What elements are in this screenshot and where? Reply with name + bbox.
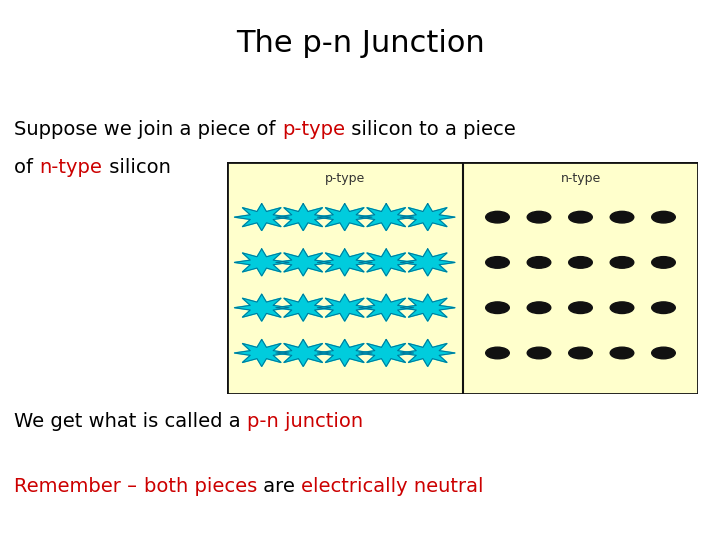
Text: p-n junction: p-n junction xyxy=(247,411,364,431)
Circle shape xyxy=(611,256,634,268)
Text: silicon to a piece: silicon to a piece xyxy=(345,120,516,139)
Circle shape xyxy=(569,256,593,268)
Polygon shape xyxy=(318,249,372,276)
Polygon shape xyxy=(234,204,289,231)
Text: both pieces: both pieces xyxy=(144,476,257,496)
Polygon shape xyxy=(359,204,413,231)
Polygon shape xyxy=(400,204,455,231)
Circle shape xyxy=(527,302,551,314)
Polygon shape xyxy=(318,204,372,231)
Text: n-type: n-type xyxy=(560,172,600,185)
Circle shape xyxy=(486,302,509,314)
Circle shape xyxy=(486,211,509,223)
Circle shape xyxy=(527,211,551,223)
Polygon shape xyxy=(318,340,372,367)
Polygon shape xyxy=(234,294,289,321)
Polygon shape xyxy=(234,340,289,367)
Polygon shape xyxy=(359,249,413,276)
Circle shape xyxy=(611,347,634,359)
Polygon shape xyxy=(400,294,455,321)
Bar xyxy=(227,162,463,394)
Bar xyxy=(463,162,698,394)
Circle shape xyxy=(611,211,634,223)
Text: n-type: n-type xyxy=(40,158,102,177)
Polygon shape xyxy=(359,294,413,321)
Text: are: are xyxy=(257,476,301,496)
Circle shape xyxy=(527,347,551,359)
Text: Suppose we join a piece of: Suppose we join a piece of xyxy=(14,120,282,139)
Circle shape xyxy=(569,211,593,223)
Circle shape xyxy=(652,347,675,359)
Text: silicon: silicon xyxy=(102,158,171,177)
Polygon shape xyxy=(359,340,413,367)
Text: p-type: p-type xyxy=(325,172,365,185)
Polygon shape xyxy=(318,294,372,321)
Text: Remember –: Remember – xyxy=(14,476,144,496)
Polygon shape xyxy=(400,249,455,276)
Circle shape xyxy=(527,256,551,268)
Circle shape xyxy=(652,211,675,223)
Circle shape xyxy=(652,256,675,268)
Circle shape xyxy=(486,256,509,268)
Circle shape xyxy=(569,347,593,359)
Circle shape xyxy=(486,347,509,359)
Polygon shape xyxy=(234,249,289,276)
Text: of: of xyxy=(14,158,40,177)
Polygon shape xyxy=(400,340,455,367)
Polygon shape xyxy=(276,204,330,231)
Polygon shape xyxy=(276,294,330,321)
Circle shape xyxy=(569,302,593,314)
Circle shape xyxy=(611,302,634,314)
Text: We get what is called a: We get what is called a xyxy=(14,411,247,431)
Text: p-type: p-type xyxy=(282,120,345,139)
Polygon shape xyxy=(276,249,330,276)
Polygon shape xyxy=(276,340,330,367)
Text: electrically neutral: electrically neutral xyxy=(301,476,484,496)
Circle shape xyxy=(652,302,675,314)
Text: The p-n Junction: The p-n Junction xyxy=(235,29,485,58)
